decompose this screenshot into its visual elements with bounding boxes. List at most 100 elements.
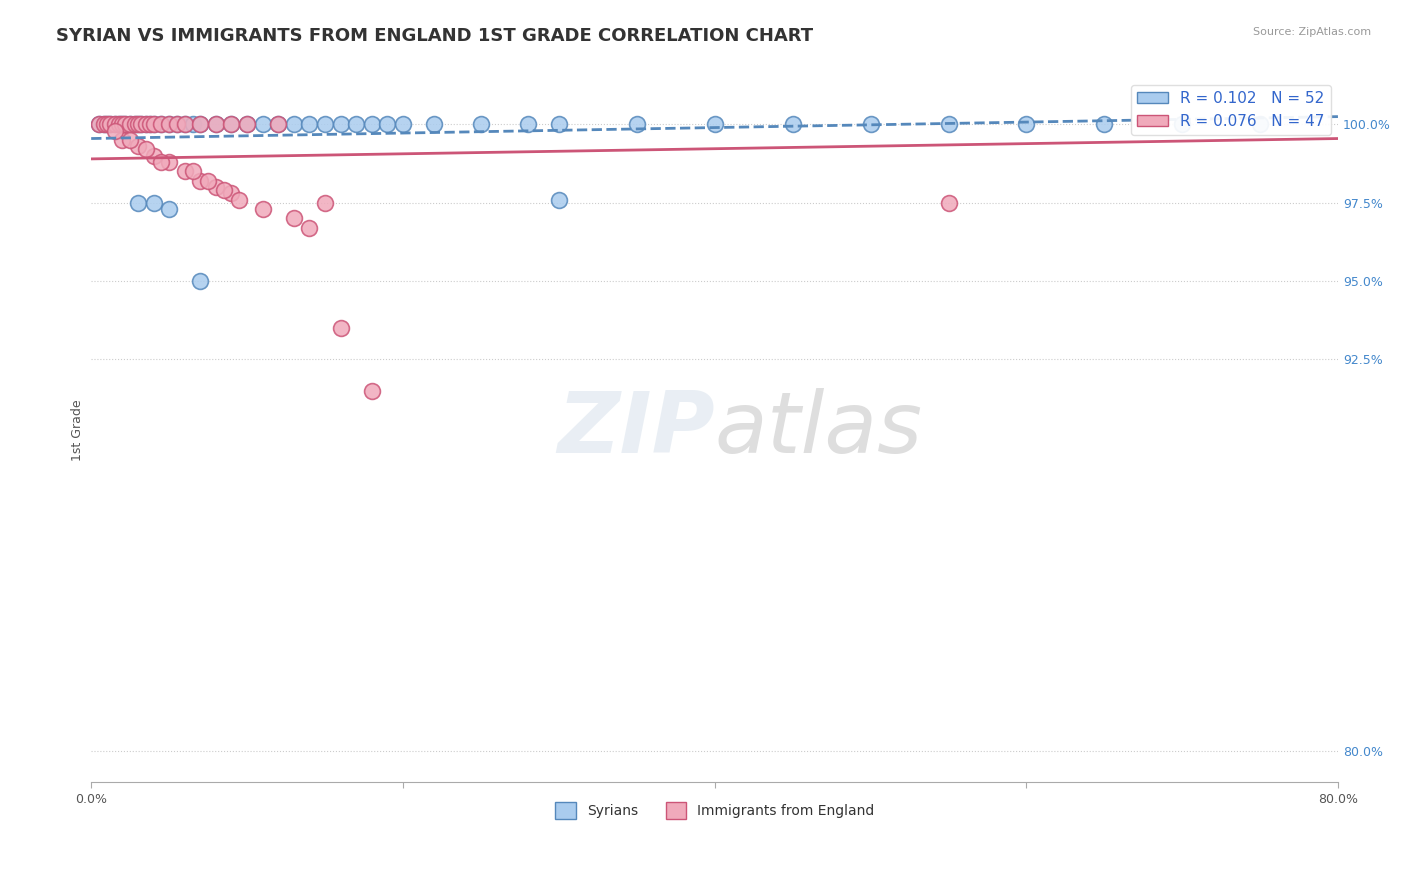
Point bbox=[298, 220, 321, 235]
Point bbox=[96, 117, 118, 131]
Point bbox=[124, 117, 146, 131]
Point bbox=[267, 117, 290, 131]
Point bbox=[120, 117, 142, 131]
Point bbox=[392, 117, 415, 131]
Point bbox=[157, 202, 180, 216]
Point bbox=[127, 117, 149, 131]
Text: SYRIAN VS IMMIGRANTS FROM ENGLAND 1ST GRADE CORRELATION CHART: SYRIAN VS IMMIGRANTS FROM ENGLAND 1ST GR… bbox=[56, 27, 813, 45]
Point bbox=[135, 143, 157, 157]
Text: Source: ZipAtlas.com: Source: ZipAtlas.com bbox=[1253, 27, 1371, 37]
Point bbox=[142, 117, 165, 131]
Point bbox=[173, 117, 195, 131]
Point bbox=[98, 117, 121, 131]
Point bbox=[283, 117, 305, 131]
Point bbox=[157, 155, 180, 169]
Point bbox=[221, 186, 243, 201]
Point bbox=[205, 117, 228, 131]
Point bbox=[516, 117, 538, 131]
Text: ZIP: ZIP bbox=[557, 388, 714, 471]
Point bbox=[142, 195, 165, 210]
Point bbox=[703, 117, 725, 131]
Point bbox=[142, 117, 165, 131]
Point bbox=[188, 274, 211, 288]
Point bbox=[108, 117, 131, 131]
Point bbox=[1171, 117, 1194, 131]
Point bbox=[166, 117, 188, 131]
Point bbox=[344, 117, 367, 131]
Point bbox=[236, 117, 259, 131]
Point bbox=[228, 193, 250, 207]
Point bbox=[96, 117, 118, 131]
Point bbox=[423, 117, 446, 131]
Point bbox=[150, 155, 173, 169]
Point bbox=[360, 384, 382, 398]
Point bbox=[547, 193, 569, 207]
Point bbox=[547, 117, 569, 131]
Point bbox=[87, 117, 110, 131]
Point bbox=[329, 117, 352, 131]
Text: atlas: atlas bbox=[714, 388, 922, 471]
Point bbox=[938, 195, 960, 210]
Point bbox=[938, 117, 960, 131]
Point bbox=[626, 117, 648, 131]
Point bbox=[197, 174, 219, 188]
Point bbox=[111, 133, 134, 147]
Point bbox=[782, 117, 804, 131]
Point bbox=[1015, 117, 1038, 131]
Point bbox=[283, 211, 305, 226]
Point bbox=[103, 124, 125, 138]
Point bbox=[188, 117, 211, 131]
Point bbox=[93, 117, 115, 131]
Point bbox=[124, 117, 146, 131]
Point bbox=[139, 117, 162, 131]
Point bbox=[360, 117, 382, 131]
Point bbox=[470, 117, 492, 131]
Point bbox=[127, 117, 149, 131]
Point bbox=[205, 180, 228, 194]
Point bbox=[114, 117, 136, 131]
Point bbox=[135, 117, 157, 131]
Point bbox=[120, 117, 142, 131]
Point bbox=[221, 117, 243, 131]
Point bbox=[142, 149, 165, 163]
Point bbox=[157, 117, 180, 131]
Point bbox=[114, 117, 136, 131]
Point bbox=[127, 195, 149, 210]
Point bbox=[139, 117, 162, 131]
Point bbox=[173, 164, 195, 178]
Point bbox=[150, 117, 173, 131]
Point bbox=[129, 117, 152, 131]
Point bbox=[87, 117, 110, 131]
Point bbox=[181, 117, 204, 131]
Point bbox=[298, 117, 321, 131]
Point bbox=[135, 117, 157, 131]
Point bbox=[329, 321, 352, 335]
Point bbox=[188, 117, 211, 131]
Point bbox=[129, 117, 152, 131]
Point bbox=[103, 117, 125, 131]
Point bbox=[188, 174, 211, 188]
Point bbox=[166, 117, 188, 131]
Point bbox=[859, 117, 882, 131]
Point bbox=[93, 117, 115, 131]
Point bbox=[181, 164, 204, 178]
Point bbox=[236, 117, 259, 131]
Point bbox=[252, 202, 274, 216]
Point bbox=[221, 117, 243, 131]
Point bbox=[120, 133, 142, 147]
Legend: Syrians, Immigrants from England: Syrians, Immigrants from England bbox=[550, 797, 880, 825]
Point bbox=[173, 117, 195, 131]
Point bbox=[98, 117, 121, 131]
Point bbox=[111, 117, 134, 131]
Point bbox=[157, 117, 180, 131]
Point bbox=[212, 183, 235, 197]
Y-axis label: 1st Grade: 1st Grade bbox=[72, 399, 84, 460]
Point bbox=[267, 117, 290, 131]
Point bbox=[150, 117, 173, 131]
Point bbox=[205, 117, 228, 131]
Point bbox=[1249, 117, 1271, 131]
Point bbox=[103, 117, 125, 131]
Point bbox=[314, 117, 336, 131]
Point bbox=[127, 139, 149, 153]
Point bbox=[377, 117, 399, 131]
